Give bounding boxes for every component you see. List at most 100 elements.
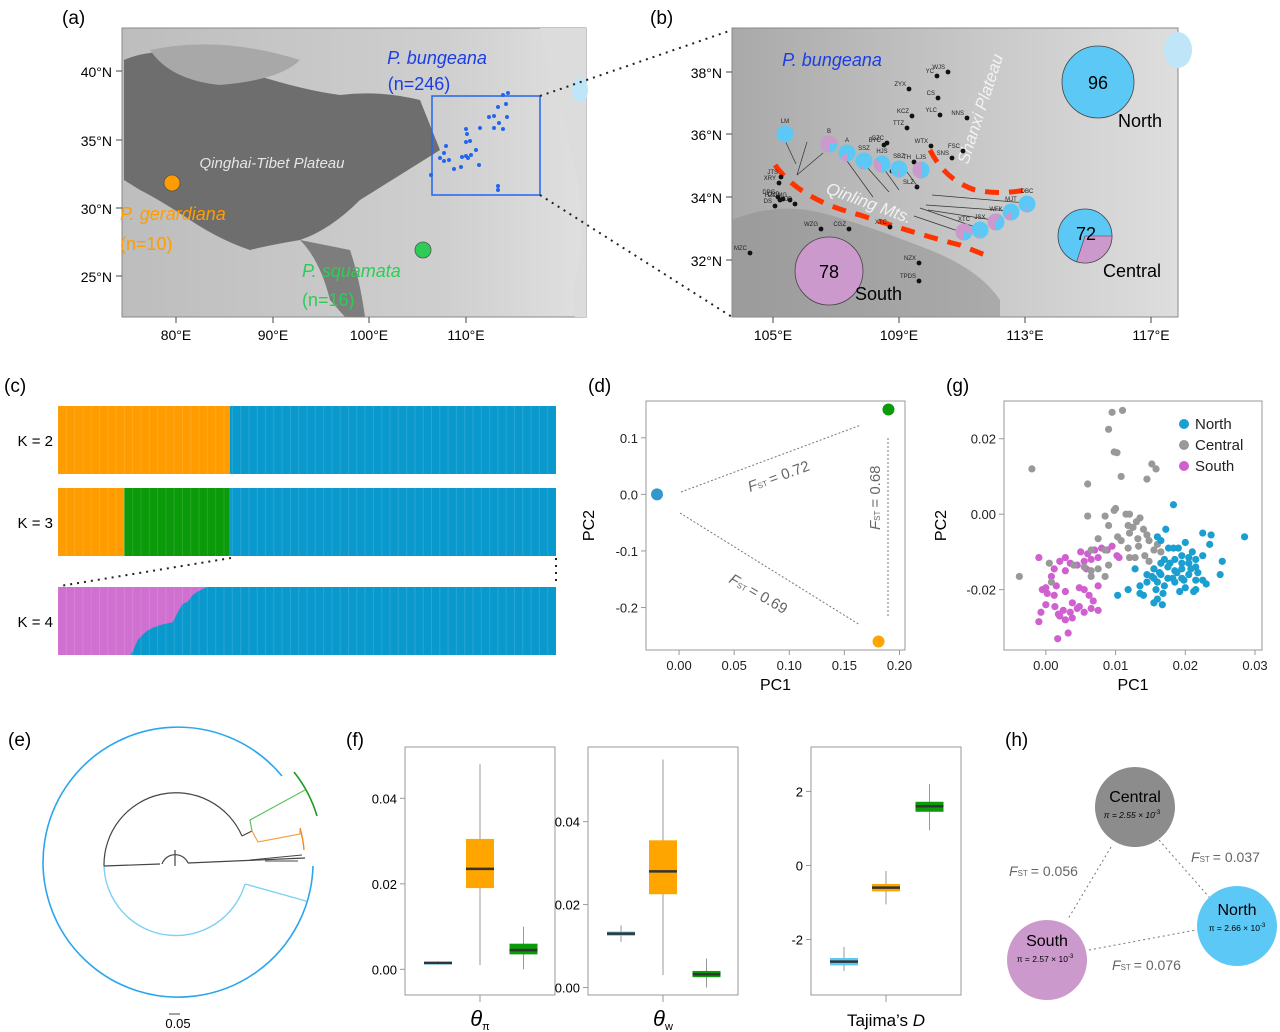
site-label: GZC: [871, 136, 884, 142]
point-south: [1061, 567, 1069, 575]
point-north: [1166, 559, 1174, 567]
qinling-boundary: [772, 163, 986, 258]
admixture-bars: K = 2 K = 3 K = 4: [18, 406, 556, 655]
point-central: [1104, 561, 1113, 569]
site-pie-label: JSX: [974, 215, 985, 221]
point-north: [1162, 525, 1170, 533]
panel-label-b: (b): [650, 8, 673, 29]
pie-north-label: North: [1118, 111, 1162, 131]
point-north: [1178, 565, 1186, 573]
boxplot-group: 0.00 0.02 0.04 θπ 0.00 0.02 0.04 θw -2 0 2 Tajima’s…: [372, 746, 962, 1032]
point-north: [1190, 587, 1198, 596]
point-south: [1094, 553, 1102, 562]
pca-point-psquamata: [882, 403, 895, 416]
site-label: ZYX: [894, 82, 906, 88]
point-north: [1178, 559, 1186, 567]
panel-c-admixture: (c) K = 2 K = 3 K = 4: [4, 376, 557, 655]
y-tick-label: -0.1: [616, 544, 638, 559]
squamata-site: [414, 241, 432, 259]
point-north: [1181, 538, 1189, 547]
y-tick-label: 0.02: [971, 432, 996, 447]
point-south: [1094, 606, 1102, 614]
site-pie-label: B: [827, 129, 831, 135]
species-n-bungeana: (n=246): [388, 74, 451, 94]
fst-central-south: FST = 0.056: [1009, 863, 1078, 879]
tree-orange-clade: [299, 827, 305, 851]
point-central: [1117, 472, 1125, 481]
site-connector: [931, 194, 1027, 204]
east-lowlands: [540, 28, 586, 317]
bungeana-site-dot: [459, 165, 463, 169]
site-pie-label: WFK: [989, 207, 1002, 213]
site-dot: [911, 159, 917, 165]
point-north: [1216, 570, 1224, 579]
panel-g-pca: (g) 0.00 0.01 0.02 0.03 0.02 0.00 -0.02 PC1 PC2 N…: [933, 376, 1268, 694]
site-pie-slice: [955, 223, 973, 241]
pie-central-slice: [1076, 235, 1113, 264]
bungeana-site-dot: [469, 153, 473, 157]
site-pie-label: SSZ: [858, 146, 870, 152]
point-north: [1155, 569, 1164, 577]
site-dot: [787, 197, 793, 203]
y-tick-label: 0.00: [971, 507, 996, 522]
point-south: [1052, 582, 1060, 590]
point-central: [1080, 563, 1088, 571]
y-tick-label: 0.02: [555, 898, 580, 913]
point-south: [1064, 629, 1072, 637]
point-south: [1054, 635, 1062, 643]
gerardiana-site: [163, 174, 181, 192]
node-south-circle: [1007, 920, 1087, 1000]
point-north: [1124, 586, 1132, 594]
point-north: [1185, 559, 1193, 567]
x-tick-label: 0.02: [1173, 658, 1198, 673]
lat-tick: 40°N: [81, 64, 112, 80]
pca-point-pgerardiana: [872, 635, 885, 648]
site-connector: [883, 168, 900, 191]
bungeana-site-dot: [452, 167, 456, 171]
lon-tick: 100°E: [350, 327, 388, 343]
bungeana-site-dot: [492, 114, 496, 118]
site-dot: [937, 112, 943, 118]
point-south: [1073, 604, 1081, 613]
point-south: [1035, 618, 1043, 626]
site-dot: [818, 226, 824, 232]
tree-branch: [241, 830, 253, 837]
zoom-box: [431, 95, 541, 196]
y-tick-label: 0.1: [620, 431, 638, 446]
site-connector: [919, 207, 979, 229]
point-north: [1171, 555, 1179, 564]
site-connector: [925, 204, 1012, 212]
map-b-lon-axis: 105°E 109°E 113°E 117°E: [754, 317, 1170, 343]
bungeana-site-dot: [492, 126, 496, 130]
plateau-shading: [124, 52, 440, 250]
bungeana-site-dot: [442, 151, 446, 155]
site-label: MG: [777, 193, 787, 199]
lon-tick: 117°E: [1132, 327, 1169, 343]
bungeana-site-dot: [464, 140, 468, 144]
map-b-title: P. bungeana: [782, 50, 882, 70]
bungeana-site-dot: [501, 127, 505, 131]
tree-orange-branch: [251, 830, 301, 843]
point-north: [1202, 580, 1210, 588]
lon-tick: 80°E: [161, 327, 192, 343]
point-south: [1094, 582, 1102, 590]
site-connector: [927, 209, 994, 221]
y-tick-label: 2: [796, 784, 803, 799]
map-b-lat-axis: 38°N 36°N 34°N 32°N: [691, 65, 732, 269]
y-tick-label: 0.02: [372, 877, 397, 892]
group-pie-central: 72 Central: [1057, 208, 1161, 281]
site-label: WJS: [932, 65, 945, 71]
point-south: [1066, 608, 1074, 616]
point-central: [1125, 553, 1134, 562]
point-north: [1199, 552, 1207, 560]
species-label-gerardiana: P. gerardiana: [120, 204, 226, 224]
site-dot: [909, 113, 915, 119]
map-a-lon-axis: 80°E 90°E 100°E 110°E: [161, 317, 485, 343]
point-central: [1113, 449, 1121, 457]
group-pie-south: 78 South: [794, 236, 902, 306]
point-central: [1143, 475, 1151, 483]
y-tick-label: -0.02: [966, 583, 996, 598]
x-axis-label: Tajima’s D: [847, 1011, 925, 1030]
point-north: [1164, 544, 1173, 552]
point-central: [1134, 542, 1143, 550]
